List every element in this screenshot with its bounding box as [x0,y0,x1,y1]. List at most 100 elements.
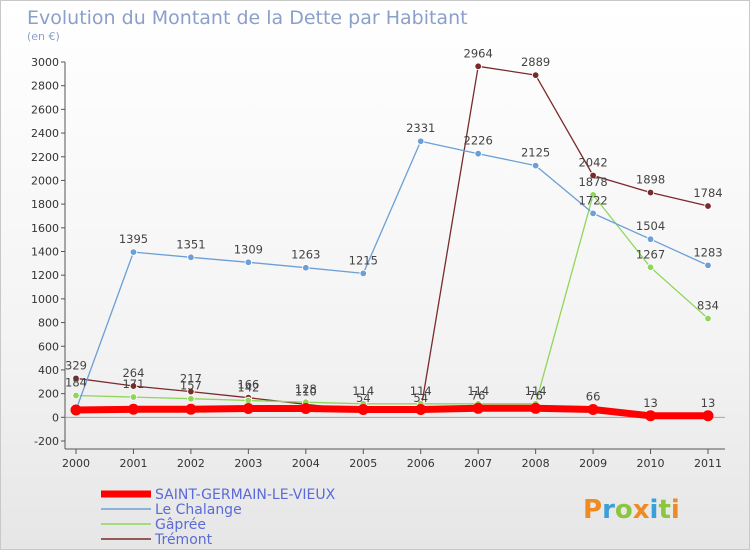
data-label: 54 [356,391,371,405]
data-point [704,202,712,210]
data-point [187,387,195,396]
data-point [129,382,138,390]
data-point [702,410,714,422]
data-label: 114 [410,384,432,398]
data-label: 1784 [693,186,722,200]
data-label: 217 [180,372,202,386]
y-tick-label: 200 [38,388,59,401]
data-label: 2125 [521,146,550,160]
x-tick-label: 2003 [234,457,262,470]
data-point [589,171,597,180]
data-label: 1898 [636,173,665,187]
data-label: 2889 [521,55,550,69]
data-label: 834 [697,299,719,313]
data-point [415,403,427,415]
data-label: 2226 [464,134,493,148]
x-tick-label: 2001 [119,457,147,470]
y-tick-label: 2200 [31,151,59,164]
data-label: 264 [122,366,144,380]
y-tick-label: 1800 [31,198,59,211]
data-label: 184 [65,376,87,390]
legend-label: Le Chalange [155,502,242,518]
data-label: 76 [471,388,486,402]
data-point [474,62,482,70]
logo-text: Proxiti [583,495,680,525]
x-tick-label: 2011 [694,457,722,470]
y-tick-label: 3000 [31,56,59,69]
data-label: 66 [586,389,601,403]
data-point [704,314,712,323]
data-point [242,403,254,415]
data-point [472,402,484,414]
series-line-3 [75,65,709,412]
data-label: 1504 [636,219,665,233]
proxiti-logo: Proxiti [583,495,680,525]
data-label: 142 [237,380,259,394]
data-label: 1263 [291,248,320,262]
series-line-0 [75,404,708,420]
axes: -200 0 200 400 600 800 1000 1200 1400 1600 1800 200… [31,56,725,470]
data-label: 128 [295,382,317,396]
data-point [72,374,80,383]
data-label: 13 [701,396,716,410]
data-label: 13 [643,396,658,410]
x-tick-label: 2006 [407,457,435,470]
data-label: 114 [525,384,547,398]
data-point [359,269,367,278]
x-tick-label: 2010 [637,457,665,470]
y-tick-label: 1400 [31,246,59,259]
data-point [531,161,540,170]
data-point [357,403,369,415]
x-tick-label: 2002 [177,457,205,470]
data-label: 110 [295,384,317,398]
data-label: 1309 [234,242,263,256]
y-tick-label: 400 [38,364,59,377]
y-tick-label: 0 [52,411,59,424]
data-label: 76 [528,388,543,402]
x-tick-label: 2004 [292,457,320,470]
data-point [70,404,82,416]
data-point [187,395,195,403]
data-label: 2964 [464,46,493,60]
data-point [129,248,138,256]
data-label: 1351 [176,237,205,251]
legend-label: Gâprée [155,517,206,533]
data-label: 114 [467,384,489,398]
data-label: 1215 [349,253,378,267]
y-tick-label: 1200 [31,269,59,282]
data-point [474,149,482,158]
series-line-1 [75,140,709,411]
chart-title: Evolution du Montant de la Dette par Hab… [27,7,468,29]
data-label: 157 [180,379,202,393]
data-point [530,402,542,414]
data-point [302,264,310,272]
data-label: 1722 [578,193,607,207]
data-label: 329 [65,358,87,372]
legend-label: Trémont [154,532,213,548]
data-point [72,391,80,400]
data-point [589,191,597,199]
y-tick-label: 2600 [31,103,59,116]
y-tick-label: 2400 [31,127,59,140]
data-point [704,261,712,270]
x-tick-label: 2009 [579,457,607,470]
x-tick-label: 2008 [522,457,550,470]
data-point [244,396,253,405]
data-point [589,209,597,218]
data-point [587,403,599,415]
data-point [645,410,657,422]
data-point [417,137,425,145]
data-point [646,188,655,197]
data-point [187,253,195,262]
data-point [185,403,197,415]
data-point [129,393,138,401]
y-tick-label: 800 [38,317,59,330]
data-labels: 76 76 66 13 13 1395 1351 1309 1263 1215 2331 2226 21… [65,46,723,410]
data-label: 1283 [693,245,722,259]
data-label: 2042 [578,155,607,169]
data-label: 54 [413,391,428,405]
y-tick-label: 2000 [31,174,59,187]
chart-subtitle: (en €) [27,30,60,43]
data-point [244,258,253,266]
